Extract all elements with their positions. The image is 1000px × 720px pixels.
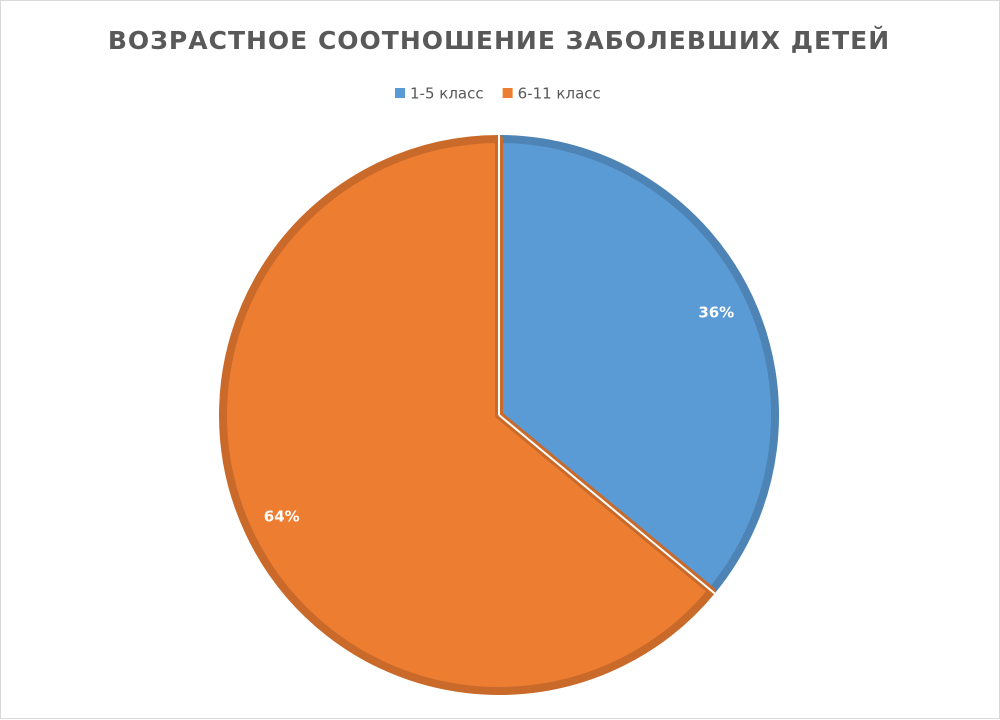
- pie-slice: [495, 135, 779, 595]
- slice-separator: [498, 414, 716, 595]
- pie-slice: [219, 135, 716, 695]
- legend: 1-5 класс 6-11 класс: [395, 85, 601, 103]
- legend-swatch: [502, 88, 513, 98]
- chart-title: ВОЗРАСТНОЕ СООТНОШЕНИЕ ЗАБОЛЕВШИХ ДЕТЕЙ: [108, 26, 890, 55]
- legend-swatch: [395, 88, 405, 98]
- data-label: 64%: [264, 508, 300, 526]
- data-label: 36%: [698, 303, 734, 321]
- legend-label: 6-11 класс: [518, 85, 601, 103]
- legend-label: 1-5 класс: [410, 85, 484, 103]
